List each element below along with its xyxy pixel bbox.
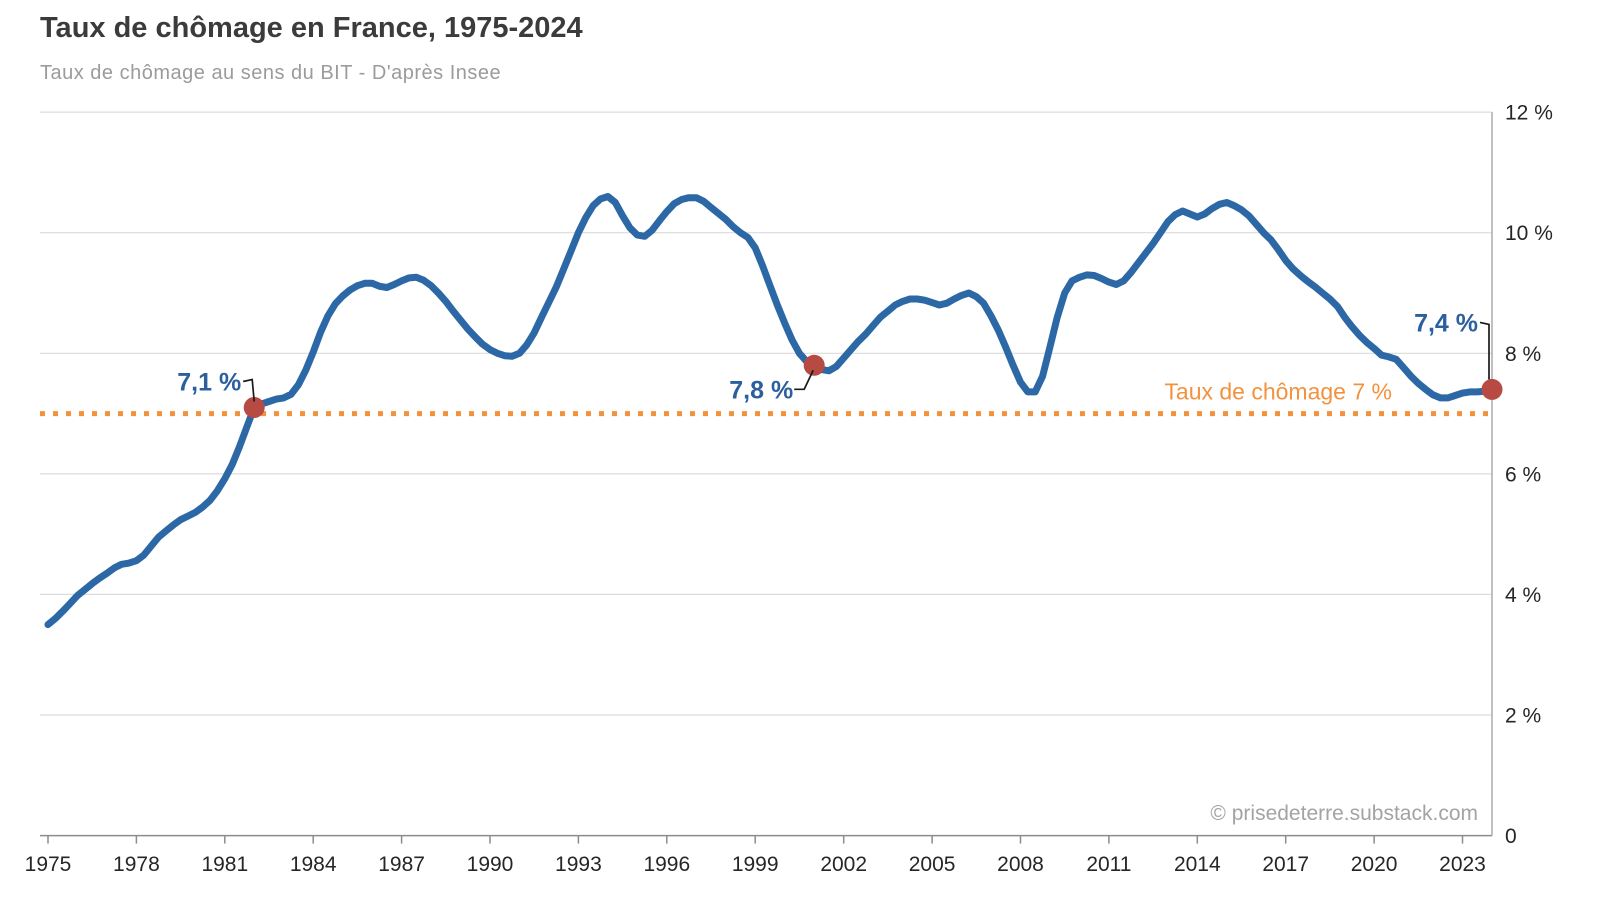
x-axis-label: 2014 — [1174, 853, 1221, 876]
x-axis-label: 2008 — [997, 853, 1044, 876]
marker-dot-74 — [1481, 378, 1503, 400]
x-axis-label: 1975 — [25, 853, 72, 876]
annotation-value-label: 7,1 % — [177, 369, 241, 397]
x-axis-label: 2005 — [909, 853, 956, 876]
x-axis-label: 1999 — [732, 853, 779, 876]
y-axis-label: 2 % — [1505, 705, 1541, 728]
y-axis-label: 12 % — [1505, 102, 1553, 125]
annotation-value-label: 7,4 % — [1414, 309, 1478, 337]
credit-text: © prisedeterre.substack.com — [1210, 802, 1478, 825]
y-axis-label: 0 — [1505, 825, 1517, 848]
x-axis-label: 1978 — [113, 853, 160, 876]
y-axis-label: 10 % — [1505, 222, 1553, 245]
x-axis-label: 1984 — [290, 853, 337, 876]
reference-line-label: Taux de chômage 7 % — [1164, 379, 1392, 405]
x-axis-label: 2017 — [1262, 853, 1309, 876]
y-axis-label: 4 % — [1505, 584, 1541, 607]
x-axis-label: 1993 — [555, 853, 602, 876]
annotation-leader-line — [794, 369, 814, 391]
annotation-leader-line — [1479, 321, 1490, 380]
x-axis-label: 1987 — [378, 853, 425, 876]
x-axis-label: 2002 — [820, 853, 867, 876]
x-axis-label: 1996 — [643, 853, 690, 876]
chart-subtitle: Taux de chômage au sens du BIT - D'après… — [40, 62, 502, 84]
x-axis-label: 1981 — [201, 853, 248, 876]
marker-dot-71 — [243, 397, 265, 418]
x-axis-label: 2023 — [1439, 853, 1486, 876]
chart-title: Taux de chômage en France, 1975-2024 — [40, 12, 583, 44]
series-line-taux-de-chomage — [44, 193, 1496, 629]
y-axis-label: 8 % — [1505, 343, 1541, 366]
x-axis-label: 1990 — [467, 853, 514, 876]
annotation-leader-line — [243, 378, 256, 402]
marker-dot-78 — [803, 354, 825, 376]
x-axis-label: 2011 — [1086, 853, 1131, 876]
y-axis-label: 6 % — [1505, 463, 1541, 486]
annotation-value-label: 7,8 % — [729, 376, 793, 404]
x-axis-label: 2020 — [1351, 853, 1398, 876]
